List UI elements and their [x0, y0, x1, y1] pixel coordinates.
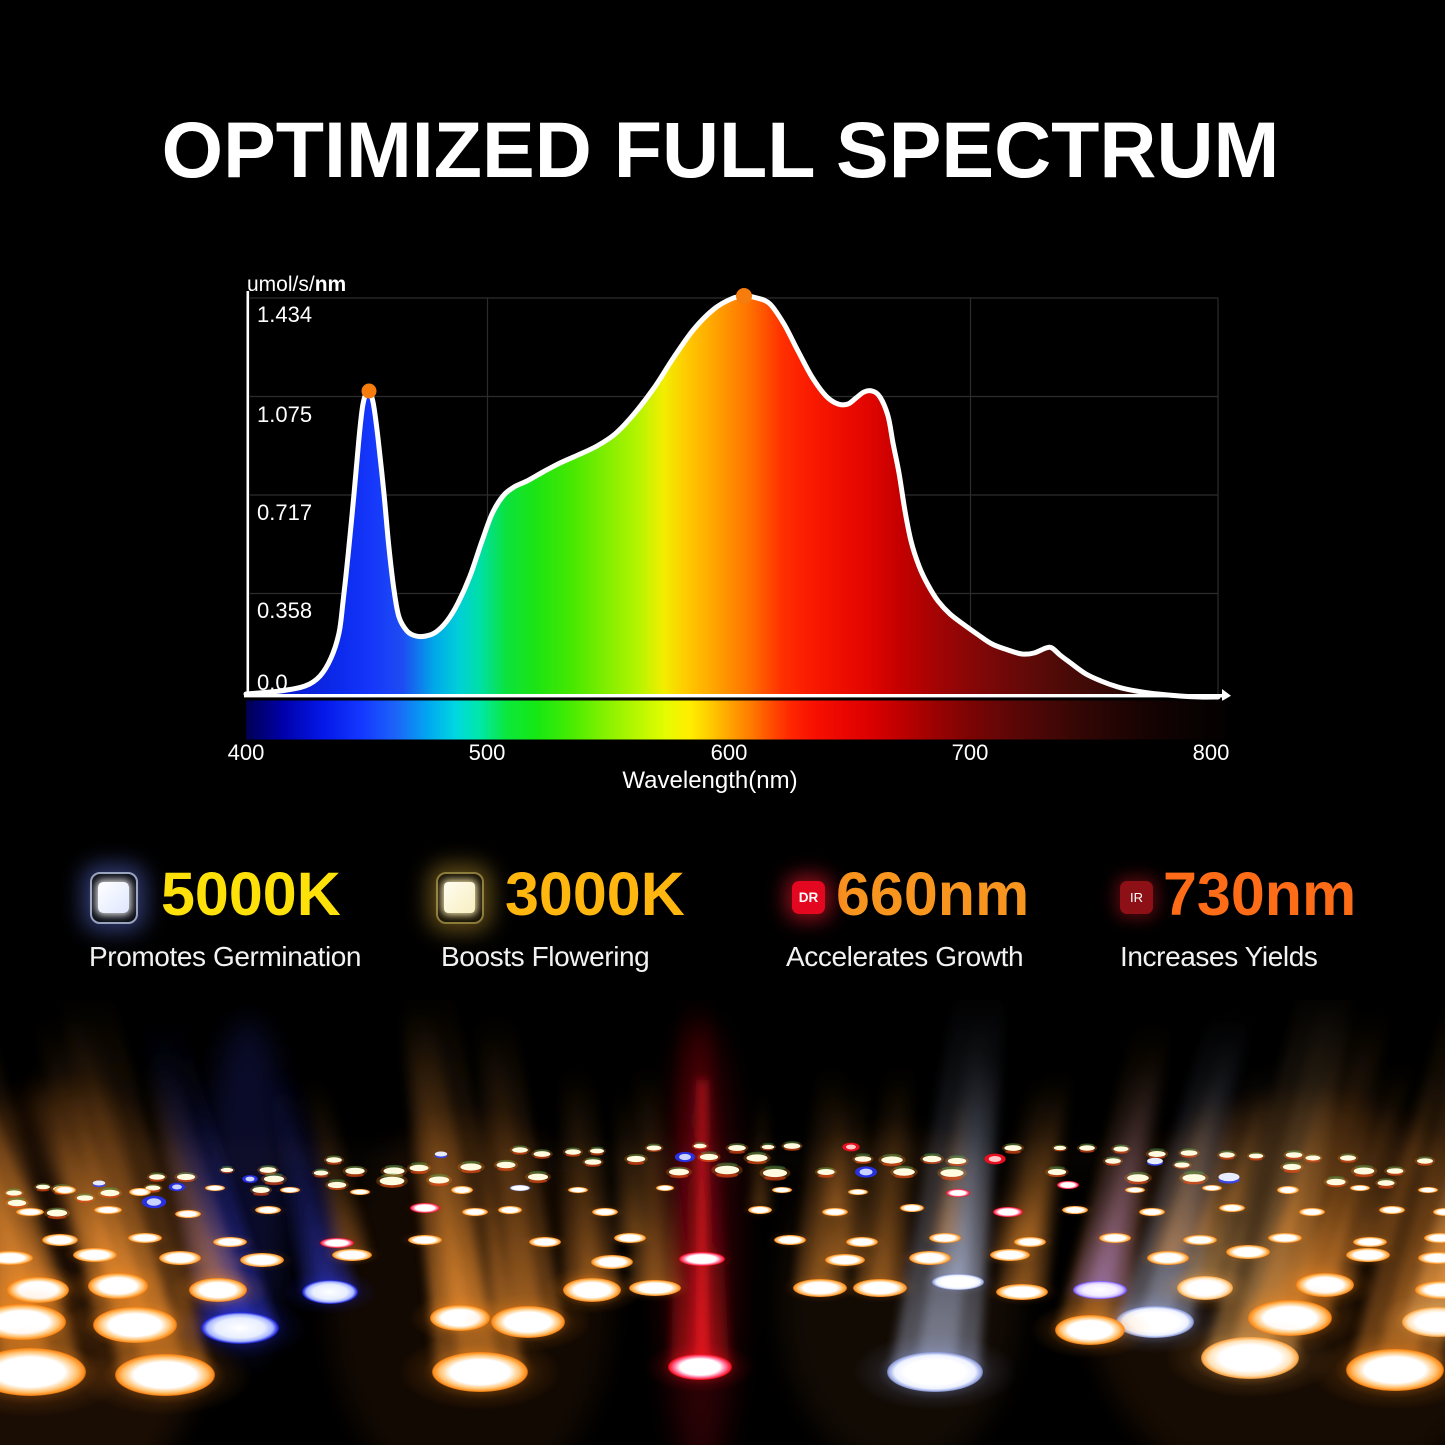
svg-text:1.075: 1.075 — [257, 402, 312, 427]
svg-text:0.0: 0.0 — [257, 670, 288, 695]
svg-text:0.358: 0.358 — [257, 598, 312, 623]
svg-text:600: 600 — [711, 740, 748, 765]
svg-text:Wavelength(nm): Wavelength(nm) — [622, 767, 797, 794]
svg-text:500: 500 — [469, 740, 506, 765]
svg-text:800: 800 — [1193, 740, 1230, 765]
svg-text:0.717: 0.717 — [257, 500, 312, 525]
svg-text:700: 700 — [952, 740, 989, 765]
svg-text:umol/s/nm: umol/s/nm — [247, 273, 346, 296]
svg-text:1.434: 1.434 — [257, 302, 312, 327]
svg-text:400: 400 — [228, 740, 265, 765]
